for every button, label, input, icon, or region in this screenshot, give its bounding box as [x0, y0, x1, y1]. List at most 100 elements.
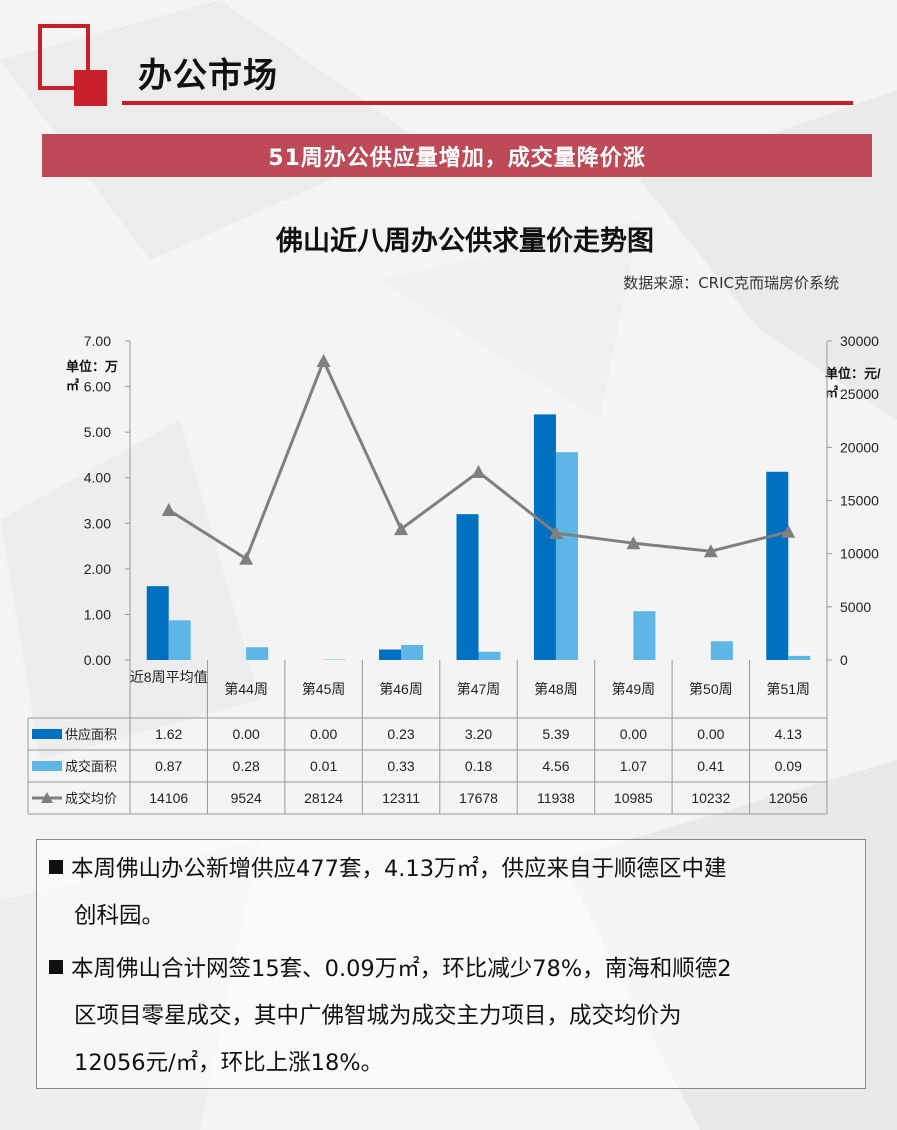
summary-supply-line2: 创科园。 [74, 903, 165, 929]
data-label: 17678 [459, 790, 498, 806]
data-label: 0.09 [775, 758, 802, 774]
data-label: 0.00 [310, 726, 337, 742]
chart-source: 数据来源：CRIC克而瑞房价系统 [623, 274, 839, 292]
price-marker [394, 522, 409, 536]
right-tick-label: 15000 [840, 493, 879, 509]
summary-item-deal: 本周佛山合计网签15套、0.09万㎡，环比减少78%，南海和顺德2 区项目零星成… [49, 946, 859, 1087]
data-label: 0.33 [387, 758, 414, 774]
legend-key-deal-area [32, 761, 62, 771]
category-label: 第44周 [224, 681, 268, 697]
data-label: 0.00 [620, 726, 647, 742]
category-label: 第46周 [379, 681, 423, 697]
data-label: 0.00 [233, 726, 260, 742]
data-label: 3.20 [465, 726, 492, 742]
chart-canvas: 单位：万 ㎡ 单位：元/ ㎡ 0.00 1.00 2.00 3.00 4.00 5.00 6… [27, 333, 881, 815]
chart-title: 佛山近八周办公供求量价走势图 [276, 226, 654, 257]
data-label: 4.13 [775, 726, 802, 742]
left-tick-label: 3.00 [84, 515, 111, 531]
data-label: 5.39 [542, 726, 569, 742]
left-tick-label: 4.00 [84, 470, 111, 486]
section-title: 办公市场 [138, 56, 278, 96]
legend-label: 成交均价 [65, 791, 117, 806]
right-tick-label: 5000 [840, 599, 871, 615]
data-label: 28124 [304, 790, 343, 806]
data-label: 12311 [382, 790, 420, 806]
right-tick-label: 25000 [840, 386, 879, 402]
data-label: 0.18 [465, 758, 492, 774]
price-marker [161, 503, 176, 517]
data-label: 0.87 [155, 758, 182, 774]
category-label: 第48周 [534, 681, 578, 697]
category-label: 第51周 [766, 681, 810, 697]
right-unit-label-line1: 单位：元/ [825, 366, 881, 381]
left-tick-label: 7.00 [84, 333, 111, 349]
legend-label: 供应面积 [65, 727, 117, 742]
summary-deal-line2: 区项目零星成交，其中广佛智城为成交主力项目，成交均价为 [74, 1003, 682, 1029]
data-label: 0.00 [697, 726, 724, 742]
logo-frame [38, 24, 90, 90]
deal-area-bar [710, 641, 733, 660]
headline-banner: 51周办公供应量增加，成交量降价涨 [42, 134, 872, 177]
right-tick-label: 0 [840, 652, 848, 668]
data-label: 1.62 [155, 726, 182, 742]
deal-area-bar [401, 644, 424, 660]
category-label-line1: 近8周平均值 [130, 669, 208, 685]
left-tick-label: 2.00 [84, 561, 111, 577]
category-label: 第45周 [302, 681, 346, 697]
data-label: 0.28 [233, 758, 260, 774]
data-label: 0.41 [697, 758, 724, 774]
summary-deal-line3: 12056元/㎡，环比上涨18%。 [74, 1050, 384, 1076]
left-tick-label: 5.00 [84, 424, 111, 440]
deal-area-bar [478, 651, 501, 660]
data-label: 4.56 [542, 758, 569, 774]
supply-bar [456, 514, 479, 660]
price-marker [471, 465, 486, 479]
data-label: 11938 [537, 790, 575, 806]
supply-bar [146, 586, 169, 660]
price-marker [548, 526, 563, 540]
data-label: 14106 [149, 790, 188, 806]
data-label: 9524 [231, 790, 262, 806]
data-label: 1.07 [620, 758, 647, 774]
left-tick-label: 0.00 [84, 652, 111, 668]
price-marker [781, 524, 796, 538]
summary-deal-line1: 本周佛山合计网签15套、0.09万㎡，环比减少78%，南海和顺德2 [71, 956, 732, 982]
square-bullet-icon [49, 960, 63, 974]
summary-supply-line1: 本周佛山办公新增供应477套，4.13万㎡，供应来自于顺德区中建 [71, 856, 727, 882]
title-divider [122, 101, 853, 105]
price-marker [316, 353, 331, 367]
supply-bar [766, 471, 789, 660]
data-label: 12056 [769, 790, 808, 806]
data-label: 0.01 [310, 758, 337, 774]
deal-area-bar [555, 452, 578, 660]
left-unit-label-line2: ㎡ [66, 378, 79, 393]
right-tick-label: 10000 [840, 546, 879, 562]
category-label: 第47周 [457, 681, 501, 697]
data-label: 10985 [614, 790, 653, 806]
deal-area-bar [633, 611, 656, 660]
legend-label: 成交面积 [65, 759, 117, 774]
left-tick-label: 6.00 [84, 379, 111, 395]
deal-area-bar [168, 620, 191, 660]
legend-key-supply [32, 729, 62, 739]
logo-block [74, 70, 107, 106]
category-label: 第50周 [689, 681, 733, 697]
left-unit-label-line1: 单位：万 [66, 359, 118, 374]
price-marker [703, 544, 718, 558]
deal-area-bar [246, 647, 269, 660]
supply-bar [379, 649, 402, 660]
price-marker [626, 536, 641, 550]
right-tick-label: 30000 [840, 333, 879, 349]
legend-key-price-marker [41, 792, 53, 803]
summary-box: 本周佛山办公新增供应477套，4.13万㎡，供应来自于顺德区中建 创科园。 本周… [36, 839, 866, 1089]
right-unit-label-line2: ㎡ [825, 385, 838, 400]
left-tick-label: 1.00 [84, 606, 111, 622]
data-label: 0.23 [387, 726, 414, 742]
summary-item-supply: 本周佛山办公新增供应477套，4.13万㎡，供应来自于顺德区中建 创科园。 [49, 846, 859, 940]
square-bullet-icon [49, 860, 63, 874]
category-label: 第49周 [612, 681, 656, 697]
price-marker [239, 551, 254, 565]
deal-area-bar [788, 655, 811, 660]
right-tick-label: 20000 [840, 439, 879, 455]
data-label: 10232 [691, 790, 730, 806]
